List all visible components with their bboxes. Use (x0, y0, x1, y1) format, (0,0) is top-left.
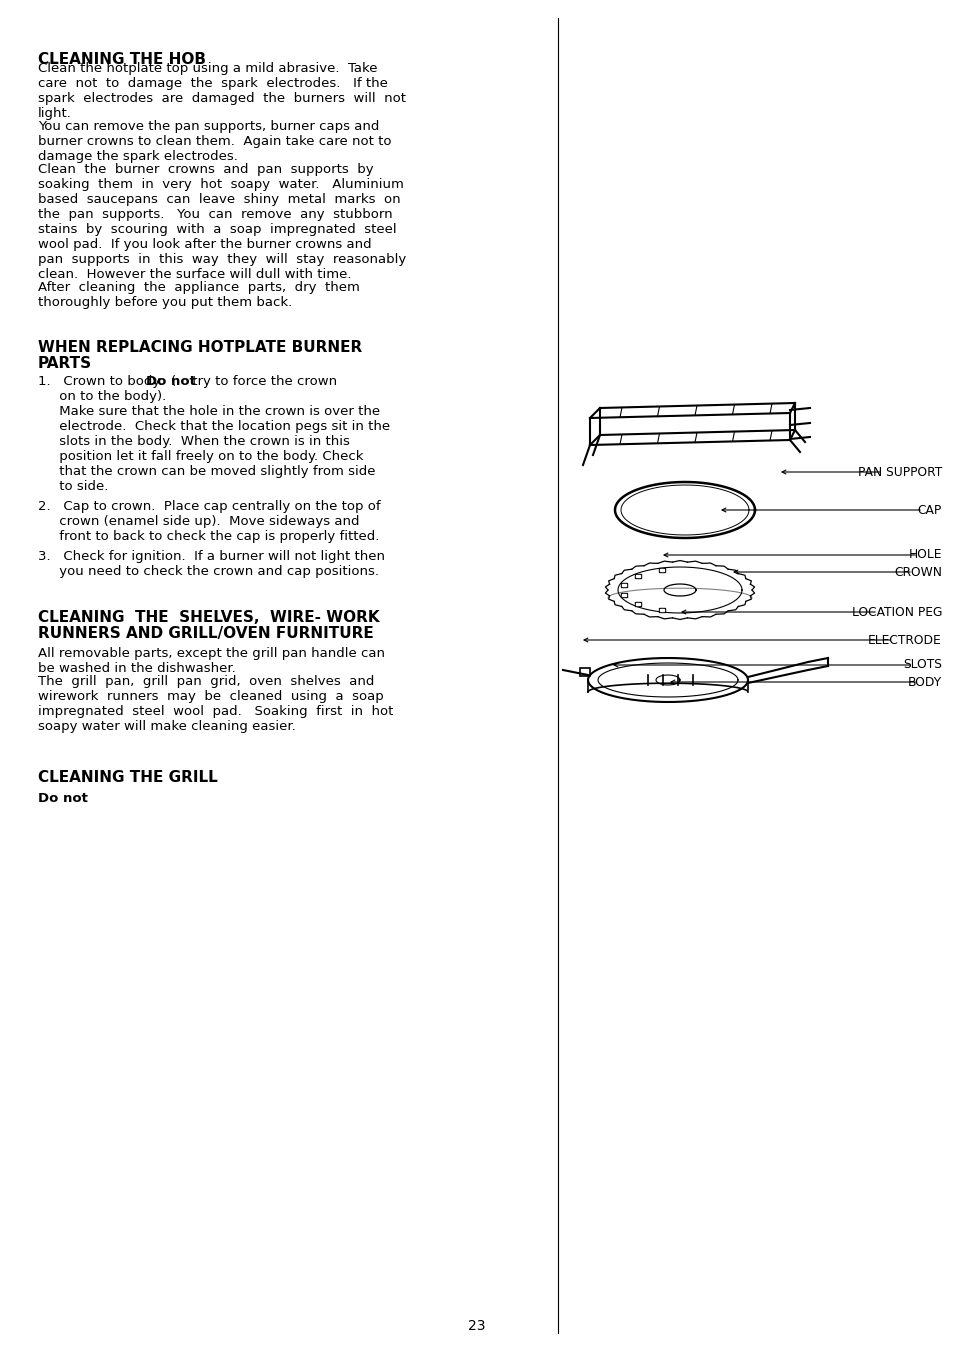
Text: All removable parts, except the grill pan handle can: All removable parts, except the grill pa… (38, 647, 385, 661)
Text: ELECTRODE: ELECTRODE (867, 634, 941, 647)
Bar (659, 609, 663, 611)
Text: that the crown can be moved slightly from side: that the crown can be moved slightly fro… (38, 465, 375, 478)
Text: CROWN: CROWN (893, 566, 941, 578)
Text: 3.   Check for ignition.  If a burner will not light then: 3. Check for ignition. If a burner will … (38, 550, 385, 563)
Text: the  pan  supports.   You  can  remove  any  stubborn: the pan supports. You can remove any stu… (38, 208, 393, 222)
Text: stains  by  scouring  with  a  soap  impregnated  steel: stains by scouring with a soap impregnat… (38, 223, 396, 236)
Text: to side.: to side. (38, 480, 109, 493)
Text: After  cleaning  the  appliance  parts,  dry  them: After cleaning the appliance parts, dry … (38, 281, 359, 295)
Text: You can remove the pan supports, burner caps and: You can remove the pan supports, burner … (38, 120, 379, 132)
Text: 2.   Cap to crown.  Place cap centrally on the top of: 2. Cap to crown. Place cap centrally on … (38, 500, 380, 513)
Bar (659, 608, 664, 612)
Text: thoroughly before you put them back.: thoroughly before you put them back. (38, 296, 292, 309)
Text: Do not: Do not (38, 792, 88, 805)
Text: wool pad.  If you look after the burner crowns and: wool pad. If you look after the burner c… (38, 238, 372, 251)
Text: soapy water will make cleaning easier.: soapy water will make cleaning easier. (38, 720, 295, 734)
Text: CAP: CAP (917, 504, 941, 516)
Text: front to back to check the cap is properly fitted.: front to back to check the cap is proper… (38, 530, 379, 543)
Text: Clean  the  burner  crowns  and  pan  supports  by: Clean the burner crowns and pan supports… (38, 163, 374, 176)
Text: HOLE: HOLE (907, 549, 941, 562)
Text: BODY: BODY (907, 676, 941, 689)
Text: PARTS: PARTS (38, 357, 92, 372)
Text: burner crowns to clean them.  Again take care not to: burner crowns to clean them. Again take … (38, 135, 391, 149)
Text: 1.   Crown to body.  (: 1. Crown to body. ( (38, 376, 176, 388)
Text: SLOTS: SLOTS (902, 658, 941, 671)
Text: 23: 23 (468, 1319, 485, 1333)
Bar (635, 604, 639, 605)
Text: Clean the hotplate top using a mild abrasive.  Take: Clean the hotplate top using a mild abra… (38, 62, 377, 76)
Text: RUNNERS AND GRILL/OVEN FURNITURE: RUNNERS AND GRILL/OVEN FURNITURE (38, 626, 374, 640)
Bar (634, 603, 640, 607)
Bar (620, 593, 626, 597)
Text: on to the body).: on to the body). (38, 390, 166, 403)
Bar (579, 667, 589, 676)
Text: slots in the body.  When the crown is in this: slots in the body. When the crown is in … (38, 435, 350, 449)
Text: LOCATION PEG: LOCATION PEG (851, 605, 941, 619)
Text: impregnated  steel  wool  pad.   Soaking  first  in  hot: impregnated steel wool pad. Soaking firs… (38, 705, 393, 717)
Text: PAN SUPPORT: PAN SUPPORT (857, 466, 941, 478)
Text: The  grill  pan,  grill  pan  grid,  oven  shelves  and: The grill pan, grill pan grid, oven shel… (38, 676, 374, 688)
Bar (635, 574, 639, 577)
Text: damage the spark electrodes.: damage the spark electrodes. (38, 150, 237, 163)
Text: light.: light. (38, 107, 71, 120)
Bar (634, 574, 640, 578)
Text: try to force the crown: try to force the crown (188, 376, 336, 388)
Bar (621, 594, 625, 596)
Text: crown (enamel side up).  Move sideways and: crown (enamel side up). Move sideways an… (38, 515, 359, 528)
Text: WHEN REPLACING HOTPLATE BURNER: WHEN REPLACING HOTPLATE BURNER (38, 340, 362, 355)
Text: position let it fall freely on to the body. Check: position let it fall freely on to the bo… (38, 450, 363, 463)
Text: electrode.  Check that the location pegs sit in the: electrode. Check that the location pegs … (38, 420, 390, 434)
Bar (659, 567, 664, 571)
Text: soaking  them  in  very  hot  soapy  water.   Aluminium: soaking them in very hot soapy water. Al… (38, 178, 403, 190)
Text: based  saucepans  can  leave  shiny  metal  marks  on: based saucepans can leave shiny metal ma… (38, 193, 400, 205)
Text: clean.  However the surface will dull with time.: clean. However the surface will dull wit… (38, 267, 351, 281)
Text: Do not: Do not (146, 376, 195, 388)
Text: wirework  runners  may  be  cleaned  using  a  soap: wirework runners may be cleaned using a … (38, 690, 383, 703)
Text: be washed in the dishwasher.: be washed in the dishwasher. (38, 662, 235, 676)
Text: Make sure that the hole in the crown is over the: Make sure that the hole in the crown is … (38, 405, 379, 417)
Bar (620, 582, 626, 586)
Text: pan  supports  in  this  way  they  will  stay  reasonably: pan supports in this way they will stay … (38, 253, 406, 266)
Text: you need to check the crown and cap positions.: you need to check the crown and cap posi… (38, 565, 378, 578)
Text: spark  electrodes  are  damaged  the  burners  will  not: spark electrodes are damaged the burners… (38, 92, 406, 105)
Bar (659, 569, 663, 571)
Text: CLEANING THE HOB: CLEANING THE HOB (38, 51, 206, 68)
Text: CLEANING  THE  SHELVES,  WIRE- WORK: CLEANING THE SHELVES, WIRE- WORK (38, 611, 379, 626)
Bar (621, 584, 625, 586)
Text: CLEANING THE GRILL: CLEANING THE GRILL (38, 770, 217, 785)
Text: care  not  to  damage  the  spark  electrodes.   If the: care not to damage the spark electrodes.… (38, 77, 388, 91)
